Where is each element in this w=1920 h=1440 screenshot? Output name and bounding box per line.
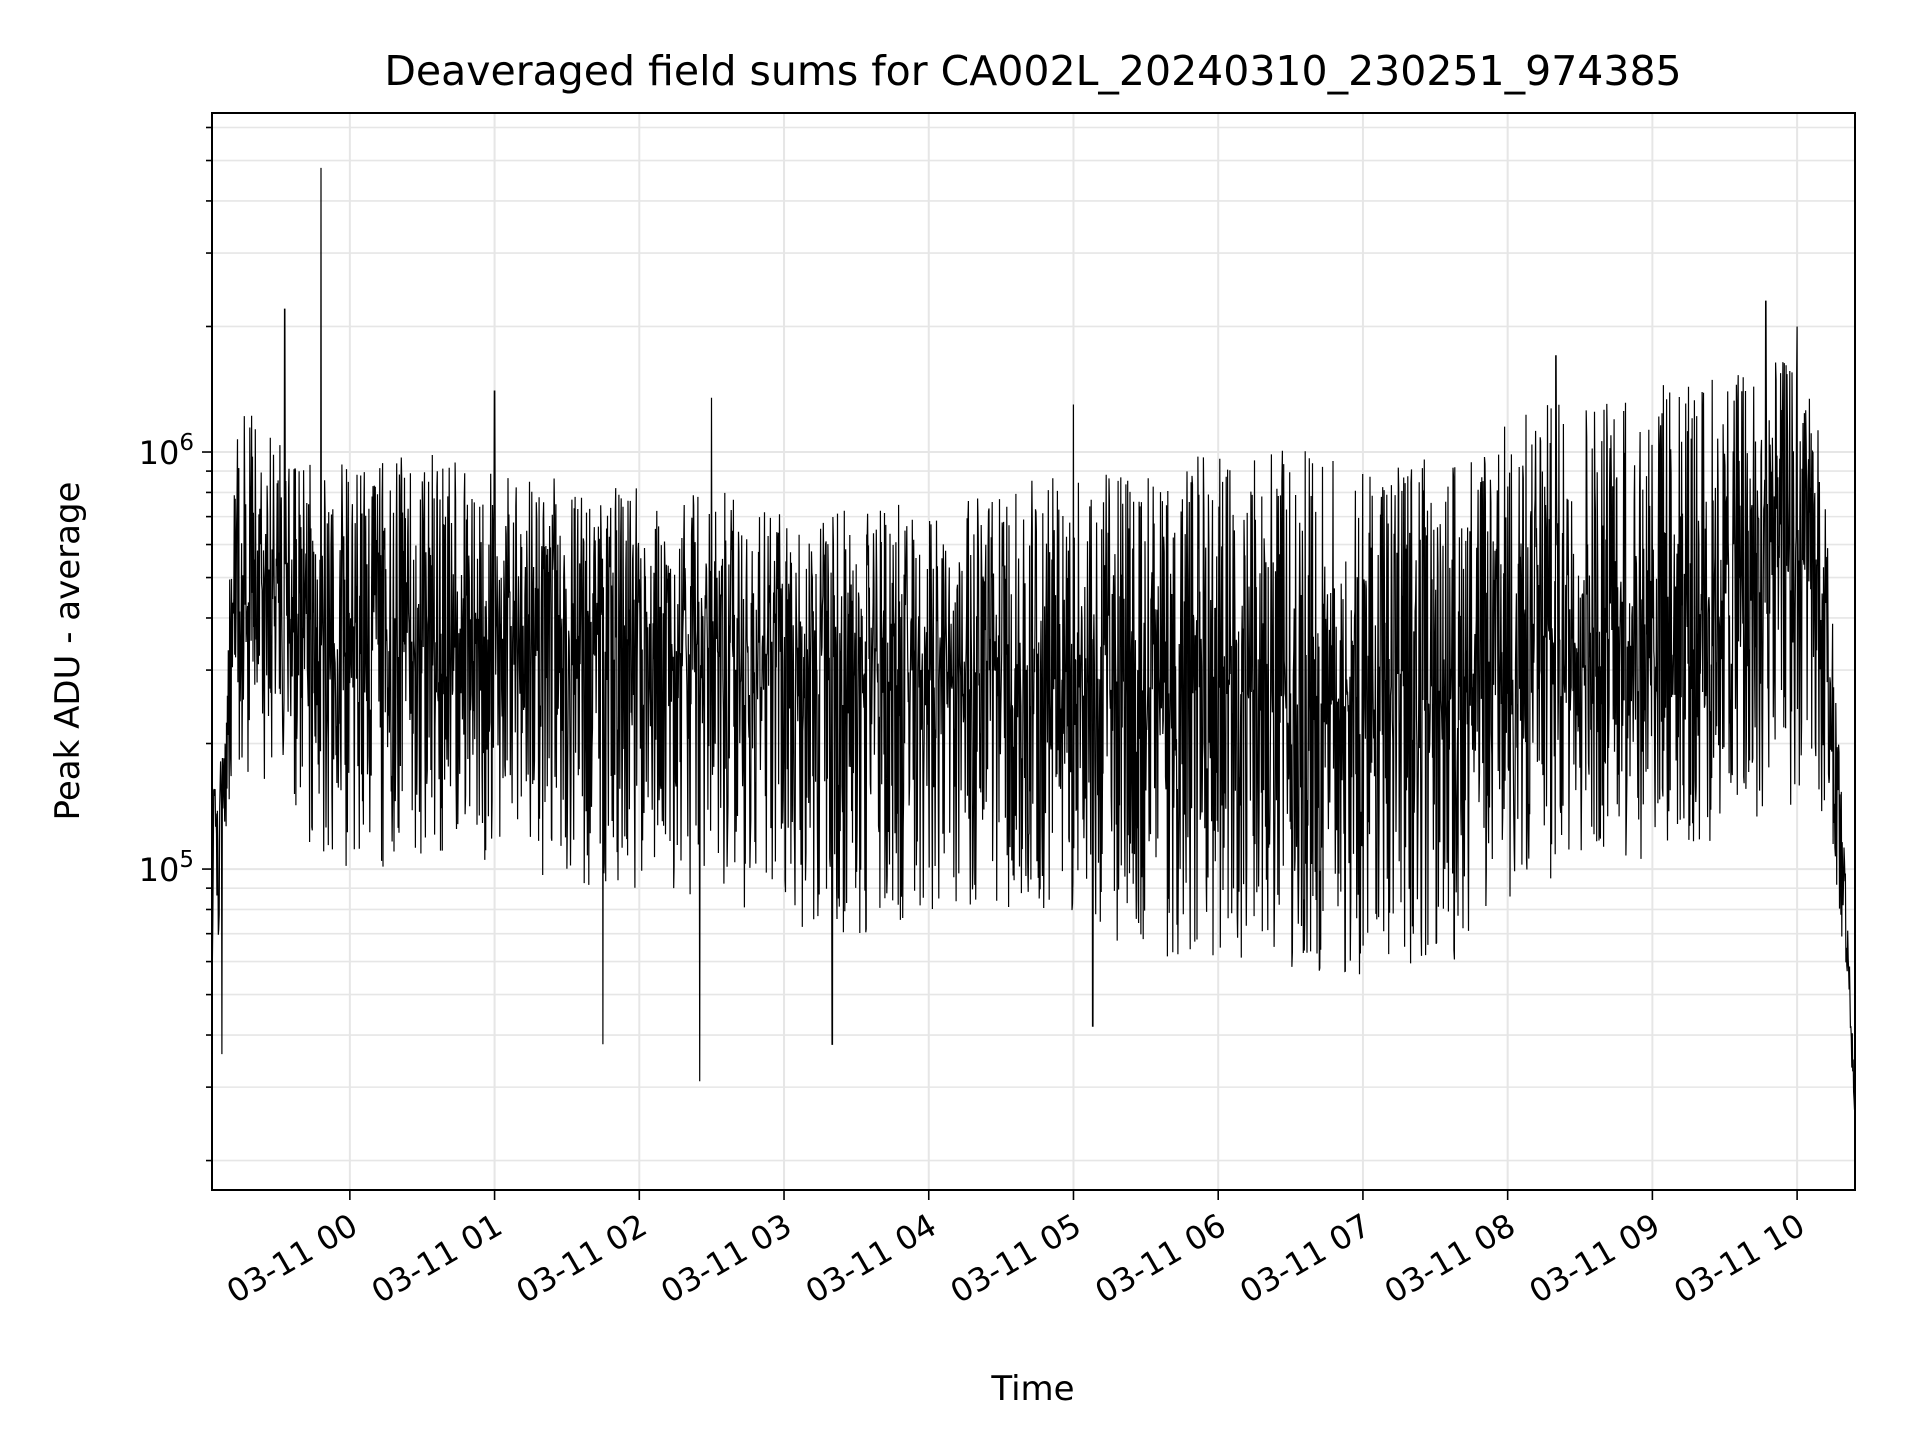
x-axis-label: Time bbox=[990, 1369, 1074, 1409]
y-tick-label: 105 bbox=[139, 847, 194, 889]
data-line bbox=[211, 167, 1856, 1110]
chart-title: Deaveraged field sums for CA002L_2024031… bbox=[384, 47, 1681, 95]
y-tick-label: 106 bbox=[139, 430, 194, 472]
data-series bbox=[211, 167, 1856, 1110]
plot-frame bbox=[211, 112, 1856, 1191]
y-axis-label: Peak ADU - average bbox=[48, 482, 88, 821]
